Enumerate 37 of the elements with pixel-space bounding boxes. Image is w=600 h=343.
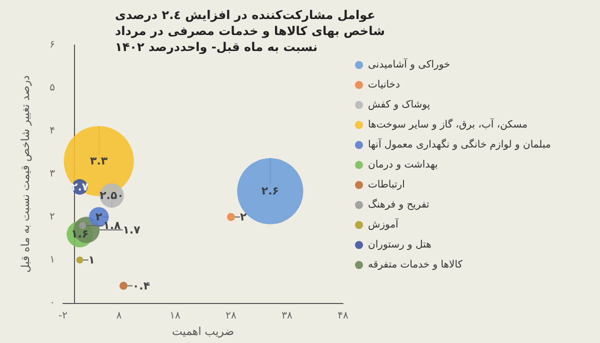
x-axis-title: ضریب اهمیت [172,324,234,338]
legend-label: پوشاک و کفش [368,100,430,110]
data-label: ۲ [95,210,102,224]
data-label: ۱.۶ [70,228,89,241]
y-tick-label: ۴ [50,126,55,136]
x-tick-label: ۳۸ [282,310,293,322]
legend-label: خوراکی و آشامیدنی [368,58,450,70]
legend-label: کالاها و خدمات متفرقه [368,260,463,270]
legend-label: مبلمان و لوازم خانگی و نگهداری معمول آنها [368,138,551,150]
y-axis-title: درصد تغییر شاخص قیمت نسبت به ماه قبل [19,75,32,273]
x-tick-label: -۲ [58,310,68,322]
legend-label: دخانیات [368,80,400,90]
y-tick-label: ۰ [50,298,55,308]
data-label: ۳.۳ [90,154,108,168]
legend-label: بهداشت و درمان [368,160,438,170]
legend-label: تفریح و فرهنگ [368,198,430,210]
legend-label: ارتباطات [368,180,405,190]
x-tick-label: ۸ [116,310,122,322]
y-tick-label: ۱ [50,254,55,266]
data-label: ۲ [240,210,247,224]
chart-title: عوامل مشارکت‌کننده در افزایش ۲.٤ درصدی شاخص بهای کالاها و خدمات مصرفی در مرداد ۱۴۰۲ نسبت به ماه قبل- واحددرصد [115,8,390,54]
data-label: ۱.۸ [103,219,121,232]
data-label: ۰.۴ [132,279,150,292]
x-tick-label: ۱۸ [170,310,181,322]
data-label: ۲.۵۰ [100,189,124,202]
x-tick-label: ۲۸ [226,310,237,322]
legend-label: هتل و رستوران [368,240,432,250]
legend-label: مسکن، آب، برق، گاز و سایر سوخت‌ها [368,118,528,130]
y-tick-label: ۲ [50,212,55,222]
data-label: ۲.۶ [261,184,280,198]
y-tick-label: ۶ [50,40,55,50]
x-tick-label: ۴۸ [338,310,349,322]
legend-label: آموزش [368,218,400,230]
y-tick-label: ۵ [50,82,55,94]
data-label: ۱.۷ [122,223,141,236]
y-tick-label: ۳ [50,168,56,180]
data-label: ۱ [88,254,96,266]
